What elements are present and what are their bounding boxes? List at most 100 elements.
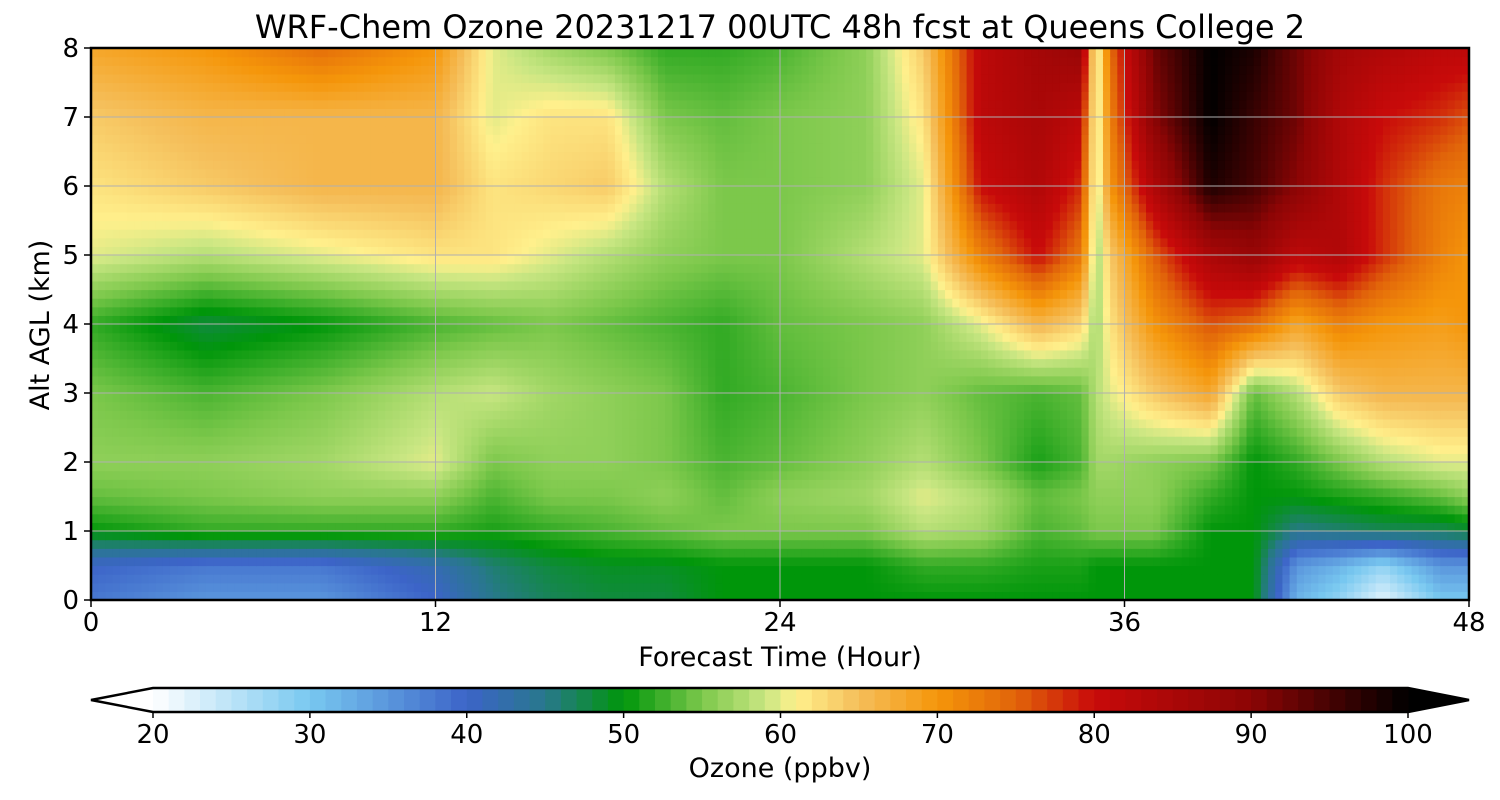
- heatmap-cell: [421, 462, 429, 472]
- heatmap-cell: [1196, 427, 1205, 437]
- heatmap-cell: [1217, 418, 1226, 429]
- heatmap-cell: [679, 436, 688, 446]
- heatmap-cell: [851, 375, 860, 385]
- heatmap-cell: [794, 401, 803, 411]
- heatmap-cell: [1253, 556, 1262, 567]
- heatmap-cell: [1454, 479, 1463, 489]
- heatmap-cell: [586, 496, 594, 506]
- heatmap-cell: [1404, 539, 1413, 549]
- heatmap-cell: [1196, 410, 1205, 420]
- heatmap-cell: [306, 574, 315, 584]
- heatmap-cell: [306, 582, 315, 592]
- heatmap-cell: [708, 375, 717, 385]
- heatmap-cell: [851, 470, 860, 480]
- heatmap-cell: [1390, 505, 1398, 515]
- heatmap-cell: [413, 427, 422, 437]
- heatmap-cell: [284, 574, 293, 584]
- heatmap-cell: [1196, 401, 1205, 411]
- heatmap-cell: [858, 401, 867, 411]
- heatmap-cell: [1332, 591, 1341, 601]
- heatmap-cell: [1038, 539, 1047, 549]
- heatmap-cell: [1447, 539, 1456, 549]
- heatmap-cell: [284, 505, 293, 515]
- heatmap-cell: [1102, 410, 1111, 420]
- heatmap-cell: [1454, 582, 1463, 592]
- heatmap-cell: [263, 582, 272, 592]
- heatmap-cell: [327, 444, 336, 454]
- heatmap-cell: [162, 453, 171, 463]
- heatmap-cell: [1289, 531, 1298, 541]
- heatmap-cell: [342, 574, 350, 584]
- heatmap-cell: [263, 401, 272, 411]
- heatmap-cell: [363, 470, 372, 480]
- heatmap-cell: [1332, 513, 1341, 523]
- heatmap-cell: [399, 462, 408, 472]
- heatmap-cell: [765, 522, 774, 532]
- heatmap-cell: [1059, 375, 1068, 385]
- heatmap-cell: [1088, 531, 1097, 541]
- heatmap-cell: [1325, 556, 1334, 567]
- heatmap-cell: [428, 505, 437, 515]
- heatmap-cell: [830, 401, 839, 411]
- heatmap-cell: [980, 582, 989, 592]
- heatmap-cell: [342, 393, 350, 403]
- heatmap-cell: [270, 444, 279, 454]
- heatmap-cell: [141, 565, 150, 575]
- heatmap-cell: [514, 539, 523, 549]
- heatmap-cell: [98, 367, 106, 377]
- heatmap-cell: [105, 427, 114, 437]
- heatmap-cell: [1368, 427, 1377, 437]
- heatmap-cell: [600, 591, 609, 601]
- heatmap-cell: [126, 582, 135, 592]
- heatmap-cell: [98, 548, 106, 558]
- heatmap-cell: [507, 427, 516, 437]
- heatmap-cell: [1440, 462, 1449, 472]
- heatmap-cell: [1038, 496, 1047, 506]
- heatmap-cell: [464, 582, 472, 592]
- heatmap-cell: [220, 453, 228, 463]
- heatmap-cell: [866, 487, 874, 498]
- heatmap-cell: [1102, 556, 1111, 567]
- heatmap-cell: [894, 574, 903, 584]
- heatmap-cell: [442, 384, 451, 394]
- heatmap-cell: [1425, 479, 1434, 489]
- heatmap-cell: [930, 479, 939, 489]
- heatmap-cell: [1024, 565, 1032, 575]
- heatmap-cell: [492, 574, 501, 584]
- heatmap-cell: [780, 556, 788, 567]
- heatmap-cell: [1146, 444, 1154, 454]
- heatmap-cell: [715, 470, 724, 480]
- heatmap-cell: [564, 462, 573, 472]
- heatmap-cell: [1296, 539, 1305, 549]
- heatmap-cell: [1067, 505, 1075, 515]
- heatmap-cell: [708, 591, 717, 601]
- heatmap-cell: [1303, 531, 1312, 541]
- heatmap-cell: [557, 565, 566, 575]
- heatmap-cell: [686, 505, 695, 515]
- heatmap-cell: [952, 513, 961, 523]
- heatmap-cell: [177, 462, 185, 472]
- heatmap-cell: [973, 479, 982, 489]
- heatmap-cell: [837, 444, 846, 454]
- heatmap-cell: [413, 531, 422, 541]
- heatmap-cell: [952, 470, 961, 480]
- heatmap-cell: [1253, 375, 1262, 385]
- heatmap-cell: [1282, 591, 1291, 601]
- heatmap-cell: [780, 375, 788, 385]
- heatmap-cell: [980, 444, 989, 454]
- heatmap-cell: [277, 582, 286, 592]
- heatmap-cell: [973, 548, 982, 558]
- heatmap-cell: [342, 556, 350, 567]
- heatmap-cell: [363, 444, 372, 454]
- heatmap-cell: [1095, 436, 1104, 446]
- heatmap-cell: [291, 384, 300, 394]
- heatmap-cell: [873, 479, 882, 489]
- heatmap-cell: [428, 487, 437, 498]
- heatmap-cell: [815, 375, 824, 385]
- heatmap-cell: [844, 418, 853, 429]
- heatmap-cell: [148, 384, 157, 394]
- heatmap-cell: [1275, 531, 1283, 541]
- heatmap-cell: [657, 462, 666, 472]
- heatmap-cell: [277, 393, 286, 403]
- heatmap-cell: [722, 410, 731, 420]
